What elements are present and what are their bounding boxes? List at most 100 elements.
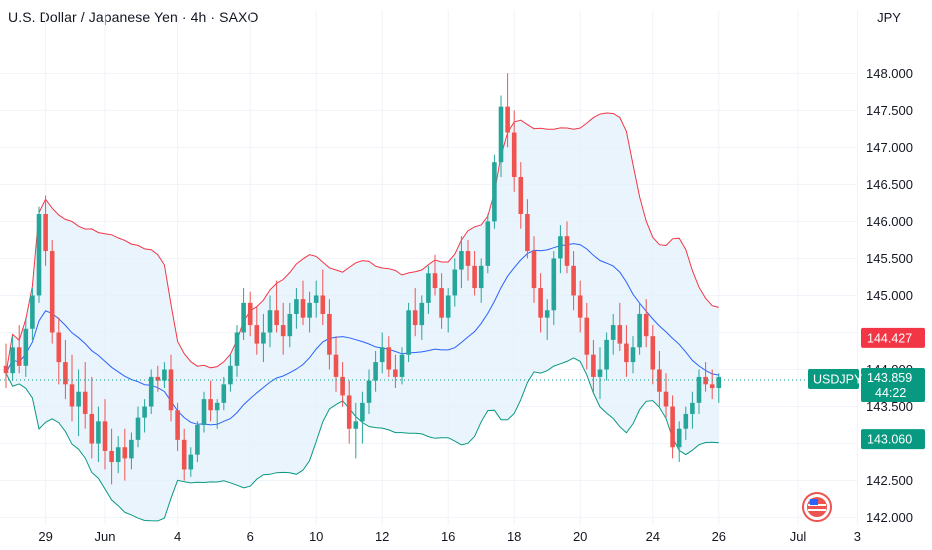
candle (300, 280, 306, 326)
candle-body (485, 221, 491, 266)
candle-body (399, 354, 405, 377)
candle-body (676, 428, 682, 448)
candle (459, 236, 464, 289)
candle-body (531, 251, 537, 289)
candle-body (577, 295, 583, 318)
candle (221, 376, 227, 411)
candle-body (142, 406, 147, 418)
candle-body (320, 295, 326, 314)
candle (432, 254, 438, 296)
candle-body (76, 391, 81, 407)
x-tick-label: 29 (38, 529, 52, 544)
x-tick-label: 3 (854, 529, 861, 544)
candle (577, 280, 583, 333)
candle (412, 288, 418, 337)
candle (320, 269, 326, 326)
candle-body (82, 391, 88, 414)
candle-body (155, 376, 161, 381)
candle-body (716, 376, 722, 389)
candle-body (102, 421, 108, 451)
candle-body (406, 310, 411, 355)
candle (353, 402, 359, 459)
candle-body (353, 421, 359, 429)
candle-body (551, 258, 557, 311)
bollinger-bands (5, 112, 719, 522)
candle (393, 354, 398, 389)
candle-body (228, 365, 233, 385)
candle (544, 299, 550, 340)
lower-band-value-tag: 143.060 (867, 433, 912, 447)
candle (115, 436, 121, 474)
candle (313, 280, 319, 318)
candle (162, 362, 167, 389)
candle-body (16, 347, 22, 366)
candle (683, 406, 689, 440)
candle (228, 354, 233, 392)
candle (617, 302, 623, 351)
candle (406, 302, 411, 363)
y-tick-label: 145.000 (866, 288, 913, 303)
x-tick-label: Jun (95, 529, 116, 544)
candle (558, 225, 563, 274)
candle-body (23, 328, 29, 366)
candle (333, 336, 339, 392)
candle (254, 306, 260, 355)
candle-body (10, 347, 15, 374)
candle-body (214, 402, 220, 411)
x-tick-label: 24 (646, 529, 660, 544)
candle (604, 332, 609, 381)
candle (96, 406, 101, 463)
candle (610, 313, 616, 355)
currency-selector[interactable]: JPY (877, 10, 901, 25)
x-tick-label: 10 (309, 529, 323, 544)
candle-body (459, 251, 464, 270)
candle-body (300, 299, 306, 318)
candle (676, 421, 682, 463)
candle (135, 406, 141, 448)
candle-body (333, 354, 339, 377)
candle-body (168, 369, 174, 411)
candle (10, 336, 15, 381)
candle (591, 339, 596, 392)
candle-body (287, 313, 293, 337)
candle-body (498, 106, 504, 163)
candle-body (109, 450, 114, 463)
price-axis[interactable]: 148.000 147.500 147.000 146.500 146.000 145.5… (866, 66, 913, 525)
candle (379, 332, 385, 374)
candle (492, 154, 497, 229)
candle (373, 350, 378, 392)
x-tick-label: 4 (174, 529, 181, 544)
candle-body (49, 251, 55, 333)
time-axis[interactable]: 29 Jun 4 6 10 12 16 18 20 24 26 Jul 3 (38, 529, 861, 544)
candle (703, 362, 708, 392)
candle (181, 428, 187, 481)
candle-body (617, 325, 623, 344)
candle (188, 447, 194, 477)
candle-body (274, 310, 279, 326)
candle (564, 221, 570, 274)
candle-body (313, 295, 319, 303)
candle-body (148, 376, 154, 407)
us-flag-icon[interactable] (802, 492, 832, 522)
candle-body (366, 380, 372, 403)
candle-body (584, 317, 590, 355)
y-tick-label: 142.500 (866, 473, 913, 488)
y-tick-label: 143.500 (866, 399, 913, 414)
y-tick-label: 146.500 (866, 177, 913, 192)
candle (531, 236, 537, 303)
candle (195, 421, 200, 463)
candle-body (135, 417, 141, 440)
candle (241, 288, 246, 340)
candle (267, 295, 273, 348)
candle-body (597, 369, 603, 377)
candle-body (379, 347, 385, 363)
candle (670, 395, 675, 459)
candle (452, 258, 458, 307)
x-tick-label: 16 (441, 529, 455, 544)
candle-body (340, 376, 345, 396)
candle-body (637, 313, 642, 348)
candle (551, 251, 557, 326)
y-tick-label: 147.500 (866, 103, 913, 118)
